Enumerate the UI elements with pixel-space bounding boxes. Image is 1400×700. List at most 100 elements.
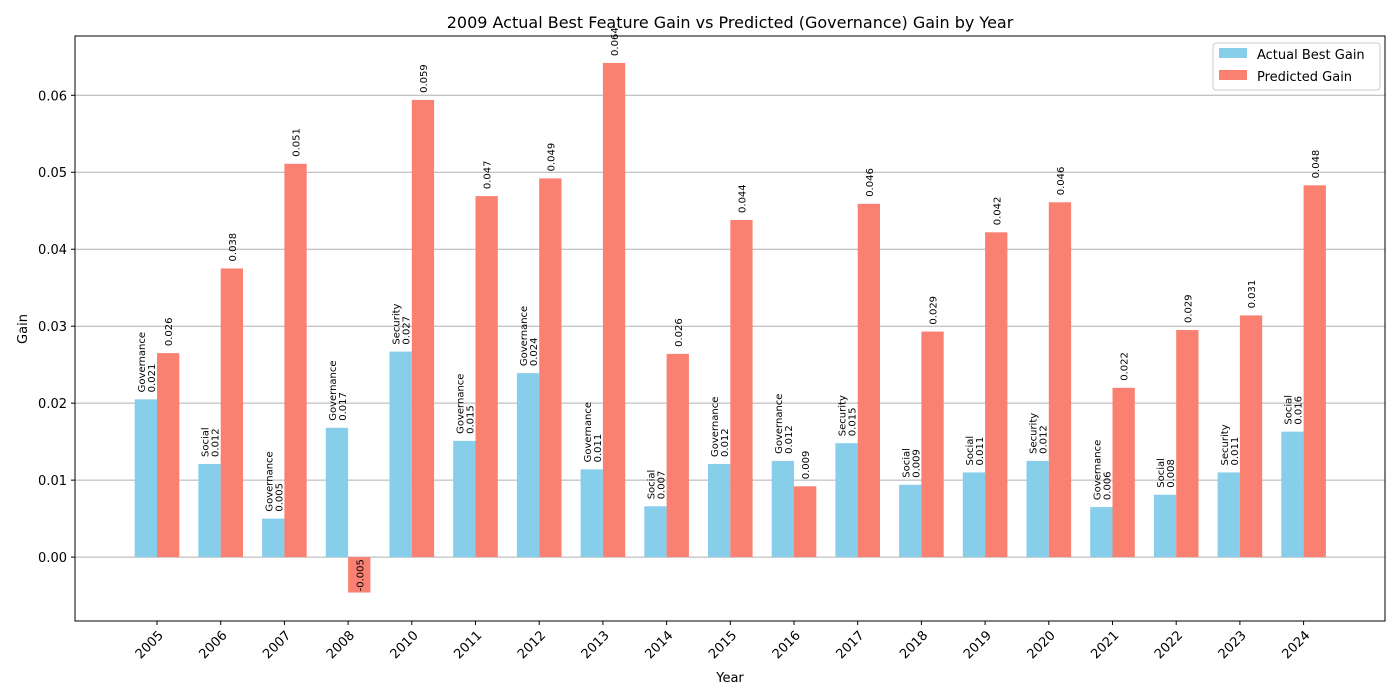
bar-value-label: -0.005	[355, 559, 366, 591]
bar-feature-label: Social	[646, 470, 657, 500]
bar-feature-label: Governance	[455, 374, 466, 434]
x-tick-label: 2005	[133, 628, 167, 662]
bar-value-label: 0.012	[211, 428, 222, 457]
bar-predicted	[985, 232, 1008, 558]
y-tick-label: 0.06	[38, 89, 67, 104]
bar-predicted	[539, 178, 562, 558]
bar-predicted	[157, 353, 180, 558]
bar-value-label: 0.026	[164, 317, 175, 346]
bar-actual	[835, 443, 858, 558]
bar-feature-label: Governance	[583, 402, 594, 462]
bar-value-label: 0.059	[419, 64, 430, 93]
bar-predicted	[666, 353, 689, 558]
bar-value-label: 0.029	[1183, 294, 1194, 323]
x-tick-label: 2015	[706, 628, 740, 662]
bar-feature-label: Social	[201, 427, 212, 457]
bar-predicted	[1048, 202, 1072, 558]
bar-value-label: 0.007	[656, 471, 667, 500]
y-axis-label: Gain	[16, 314, 31, 344]
bar-actual	[771, 460, 794, 558]
bar-value-label: 0.016	[1293, 396, 1304, 425]
bar-predicted	[411, 99, 435, 558]
bar-actual	[1026, 460, 1049, 558]
bar-predicted	[475, 196, 498, 558]
x-axis-label: Year	[715, 671, 744, 686]
bar-value-label: 0.005	[274, 483, 285, 512]
bar-actual	[453, 440, 476, 558]
bar-feature-label: Social	[1283, 395, 1294, 425]
bar-actual	[389, 351, 412, 558]
bar-value-label: 0.012	[1039, 425, 1050, 454]
bar-value-label: 0.021	[147, 364, 158, 393]
bar-value-label: 0.044	[737, 184, 748, 213]
bar-predicted	[1176, 330, 1199, 558]
bar-predicted	[602, 62, 626, 558]
bar-predicted	[921, 331, 944, 558]
bar-actual	[1281, 431, 1304, 558]
y-tick-label: 0.04	[38, 243, 67, 258]
x-tick-label: 2008	[324, 628, 358, 662]
bar-value-label: 0.029	[929, 296, 940, 325]
bar-feature-label: Social	[901, 448, 912, 478]
bar-feature-label: Social	[965, 436, 976, 466]
x-tick-label: 2012	[515, 628, 549, 662]
legend: Actual Best Gain Predicted Gain	[1212, 42, 1381, 91]
bar-actual	[134, 399, 157, 558]
bar-value-label: 0.031	[1247, 280, 1258, 309]
bar-value-label: 0.024	[529, 338, 540, 367]
bar-value-label: 0.022	[1120, 352, 1131, 381]
bar-actual	[708, 463, 731, 558]
bar-actual	[516, 373, 540, 558]
x-tick-label: 2011	[451, 628, 485, 662]
bar-actual	[1153, 494, 1177, 558]
bar-value-label: 0.009	[911, 449, 922, 478]
bar-value-label: 0.008	[1166, 459, 1177, 488]
bar-value-label: 0.047	[483, 160, 494, 189]
bar-feature-label: Social	[1156, 458, 1167, 488]
x-tick-label: 2013	[579, 628, 613, 662]
y-tick-label: 0.03	[38, 320, 67, 335]
x-tick-label: 2010	[388, 628, 422, 662]
bar-feature-label: Governance	[328, 360, 339, 420]
chart-title: 2009 Actual Best Feature Gain vs Predict…	[447, 13, 1014, 32]
legend-label-predicted: Predicted Gain	[1257, 70, 1352, 85]
y-tick-label: 0.00	[38, 551, 67, 566]
x-tick-label: 2014	[642, 628, 676, 662]
bar-predicted	[220, 268, 243, 558]
bar-value-label: 0.009	[801, 451, 812, 480]
bar-actual	[1217, 472, 1240, 558]
x-tick-label: 2016	[770, 628, 804, 662]
bar-value-label: 0.011	[593, 434, 604, 463]
bar-actual	[644, 506, 667, 558]
bar-actual	[198, 463, 221, 558]
bar-predicted	[730, 219, 753, 558]
bar-value-label: 0.049	[546, 143, 557, 172]
bar-value-label: 0.026	[674, 318, 685, 347]
y-tick-label: 0.02	[38, 397, 67, 412]
bar-value-label: 0.017	[338, 392, 349, 421]
bars	[134, 62, 1326, 593]
bar-feature-label: Governance	[1092, 440, 1103, 500]
x-tick-label: 2024	[1279, 628, 1313, 662]
bar-feature-label: Governance	[264, 451, 275, 511]
bar-predicted	[1239, 315, 1263, 558]
x-tick-label: 2023	[1216, 628, 1250, 662]
bar-actual	[580, 469, 603, 558]
bar-value-label: 0.012	[784, 425, 795, 454]
bar-predicted	[284, 163, 307, 558]
x-tick-label: 2007	[260, 628, 294, 662]
bar-value-label: 0.011	[1230, 437, 1241, 466]
bar-value-label: 0.006	[1102, 471, 1113, 500]
legend-label-actual: Actual Best Gain	[1257, 48, 1365, 63]
x-tick-label: 2021	[1088, 628, 1122, 662]
bar-value-label: 0.012	[720, 428, 731, 457]
bar-value-label: 0.011	[975, 437, 986, 466]
bar-feature-label: Governance	[710, 397, 721, 457]
x-tick-label: 2006	[197, 628, 231, 662]
bar-value-label: 0.048	[1311, 150, 1322, 179]
bar-predicted	[1303, 185, 1326, 558]
bar-feature-label: Governance	[774, 394, 785, 454]
bar-actual	[1090, 507, 1113, 558]
